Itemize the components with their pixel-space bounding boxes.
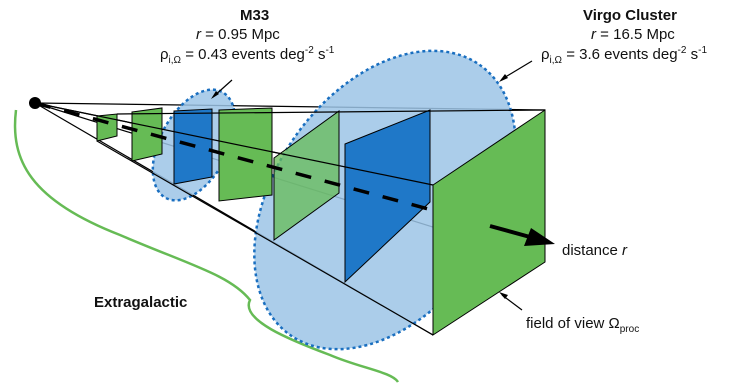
virgo-distance: r = 16.5 Mpc [591,26,675,43]
virgo-title: Virgo Cluster [583,7,677,24]
extragalactic-brace [13,109,400,383]
frame-lines [34,102,546,336]
m33-title: M33 [240,7,270,24]
extragalactic-label: Extragalactic [94,294,188,311]
m33-distance: r = 0.95 Mpc [196,26,280,43]
distance-label: distance r [562,242,628,259]
m33-leader-head [211,91,219,99]
panel-6 [344,109,431,284]
m33-rate: ρi,Ω = 0.43 events deg-2 s-1 [160,45,335,66]
apex-point [29,97,41,109]
panel-4 [218,107,273,202]
panels [96,107,546,336]
virgo-rate: ρi,Ω = 3.6 events deg-2 s-1 [541,45,708,66]
panel-7 [432,109,546,336]
fov-label: field of view Ωproc [526,315,640,335]
virgo-leader [501,60,533,80]
virgo-leader-head [499,74,508,82]
panel-2 [131,107,163,162]
distance-arrowhead [524,228,555,246]
distance-axis [34,101,555,246]
fov-leader-head [499,292,508,299]
